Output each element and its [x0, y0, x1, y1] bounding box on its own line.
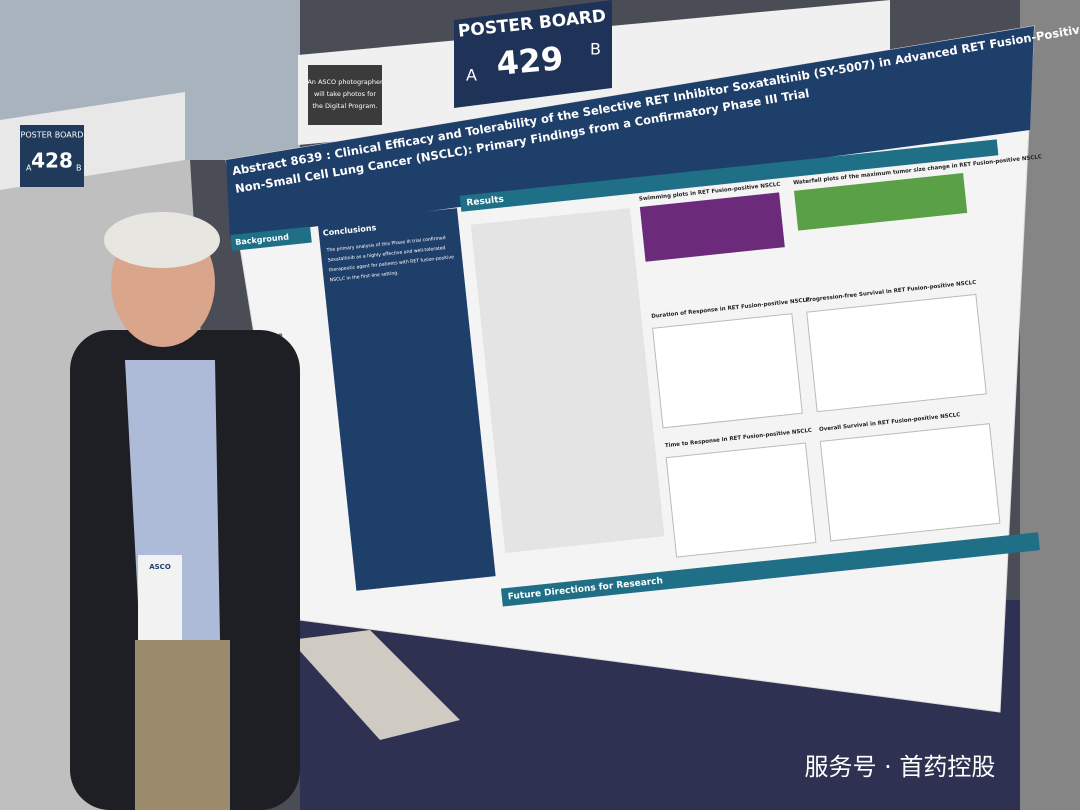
waterfall-plot: [793, 173, 968, 231]
board-left: A: [466, 66, 477, 85]
name-badge: [138, 555, 182, 640]
section-title: Results: [466, 195, 504, 209]
photographer-text: the Digital Program.: [312, 102, 377, 110]
board-number: 429: [495, 39, 565, 83]
results-header: [459, 139, 999, 212]
board-right: B: [590, 40, 601, 59]
board-number-bg: [454, 0, 612, 108]
person-hair: [104, 212, 220, 268]
side-board-left: A: [26, 164, 32, 173]
section-header: [230, 226, 312, 251]
badge-text: ASCO: [149, 563, 171, 571]
side-board-number-bg: [20, 125, 84, 187]
photographer-text: will take photos for: [314, 90, 376, 98]
side-board-right: B: [76, 164, 82, 173]
results-tables: [470, 208, 665, 553]
chair: [290, 630, 460, 740]
future-header: [500, 532, 1040, 607]
side-board-label: POSTER BOARD: [21, 131, 84, 140]
km-plot: [665, 442, 817, 558]
person-trousers: [135, 640, 230, 810]
conclusions-panel: [317, 208, 496, 591]
photographer-text: An ASCO photographer: [307, 78, 383, 86]
photographer-sign-bg: [308, 65, 382, 125]
km-plot: [819, 423, 1001, 542]
km-plot: [806, 293, 987, 413]
km-plot: [652, 313, 803, 429]
right-wall: [1020, 0, 1080, 810]
watermark: 服务号 · 首药控股: [805, 753, 996, 781]
side-board-number: 428: [31, 149, 73, 173]
poster-header: [226, 26, 1034, 238]
swim-plot: [639, 192, 785, 262]
